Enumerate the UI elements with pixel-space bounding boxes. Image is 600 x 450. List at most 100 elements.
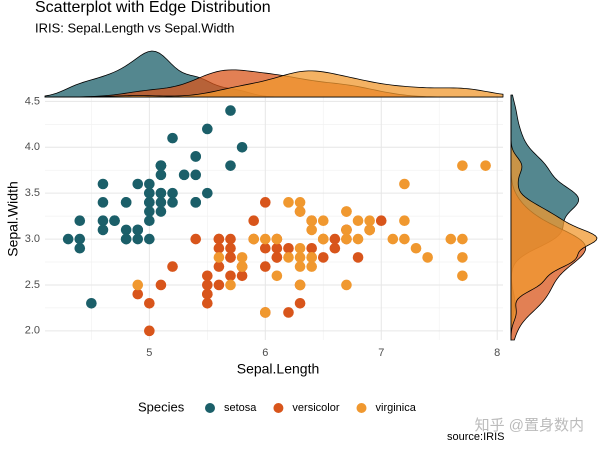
point [294, 279, 306, 291]
point [225, 252, 236, 263]
point [306, 224, 317, 236]
point [271, 252, 283, 263]
legend-label: versicolor [292, 402, 339, 414]
point [260, 307, 271, 318]
point [155, 160, 167, 171]
point [445, 233, 457, 245]
point [144, 178, 155, 190]
point [144, 325, 155, 337]
point [202, 123, 213, 135]
point [294, 242, 306, 254]
point [341, 233, 352, 245]
point [74, 242, 86, 254]
marginal-density-y [510, 95, 598, 341]
point [329, 233, 341, 245]
point [341, 206, 352, 217]
point [341, 224, 352, 236]
point [294, 297, 306, 309]
point [202, 288, 213, 300]
point [225, 270, 236, 282]
x-tick-label: 7 [378, 347, 384, 359]
point [225, 242, 236, 254]
point [167, 261, 178, 272]
point [271, 270, 283, 282]
point [132, 178, 144, 190]
point [155, 279, 167, 291]
caption: source:IRIS [447, 431, 504, 443]
point [364, 224, 375, 236]
point [260, 242, 271, 254]
point [225, 105, 236, 116]
point [97, 178, 109, 190]
point [213, 242, 225, 254]
point [457, 233, 468, 245]
point [457, 160, 468, 171]
point [294, 197, 306, 208]
point [167, 187, 178, 199]
y-tick-label: 3.0 [25, 233, 40, 245]
point [120, 197, 132, 208]
point [190, 151, 202, 162]
y-tick-label: 2.0 [25, 325, 40, 337]
point [283, 252, 294, 263]
point [294, 261, 306, 272]
legend-swatch [205, 403, 215, 413]
point [86, 297, 97, 309]
point [190, 233, 202, 245]
point [248, 233, 260, 245]
point [352, 252, 364, 263]
point [213, 261, 225, 272]
point [167, 197, 178, 208]
point [155, 197, 167, 208]
point [190, 169, 202, 181]
point [260, 197, 271, 208]
legend-label: virginica [376, 402, 417, 414]
point [155, 187, 167, 199]
point [97, 197, 109, 208]
point [283, 307, 294, 318]
x-axis-title: Sepal.Length [237, 361, 320, 377]
point [202, 279, 213, 291]
point [236, 270, 248, 282]
point [190, 197, 202, 208]
legend-swatch [273, 403, 284, 413]
point [375, 215, 387, 227]
point [155, 206, 167, 217]
y-tick-label: 4.0 [25, 141, 40, 153]
point [167, 132, 178, 144]
point [387, 233, 399, 245]
point [120, 233, 132, 245]
point [283, 197, 294, 208]
point [399, 178, 410, 190]
point [144, 197, 155, 208]
point [306, 242, 317, 254]
y-tick-label: 4.5 [25, 95, 40, 107]
y-tick-label: 3.5 [25, 187, 40, 199]
point [109, 215, 120, 227]
point [457, 252, 468, 263]
point [260, 261, 271, 272]
point [213, 252, 225, 263]
point [202, 270, 213, 282]
point [144, 187, 155, 199]
point [271, 233, 283, 245]
point [225, 160, 236, 171]
point [178, 169, 190, 181]
point [213, 233, 225, 245]
chart-subtitle: IRIS: Sepal.Length vs Sepal.Width [35, 20, 234, 35]
point [306, 252, 317, 263]
point [74, 215, 86, 227]
point [132, 279, 144, 291]
point [364, 215, 375, 227]
point [120, 224, 132, 236]
point [306, 261, 317, 272]
point [341, 279, 352, 291]
point [283, 242, 294, 254]
x-tick-label: 8 [494, 347, 500, 359]
point [317, 215, 329, 227]
legend-swatch [356, 403, 367, 413]
legend-title: Species [138, 399, 185, 414]
point [132, 288, 144, 300]
point [74, 233, 86, 245]
